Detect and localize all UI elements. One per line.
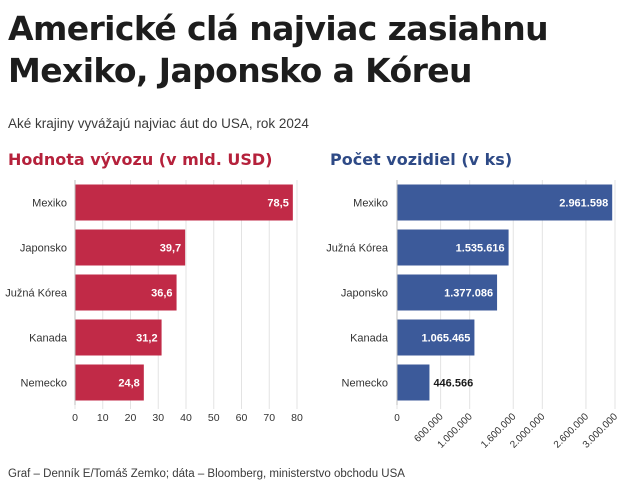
count-data-label: 446.566 <box>433 378 473 390</box>
count-bar <box>397 319 475 356</box>
count-data-label: 1.065.465 <box>421 333 470 345</box>
count-category-label: Mexiko <box>353 198 388 210</box>
count-data-label: 1.535.616 <box>456 243 505 255</box>
count-data-label: 1.377.086 <box>444 288 493 300</box>
value-data-label: 36,6 <box>151 288 172 300</box>
value-bar <box>75 364 144 401</box>
count-bar <box>397 274 498 311</box>
value-bar <box>75 274 177 311</box>
count-data-label: 2.961.598 <box>559 198 608 210</box>
value-tick-label: 80 <box>291 412 303 424</box>
value-bar <box>75 319 162 356</box>
vehicle-count-panel-title: Počet vozidiel (v ks) <box>330 150 513 169</box>
value-tick-label: 20 <box>125 412 137 424</box>
value-data-label: 31,2 <box>136 333 157 345</box>
count-category-label: Južná Kórea <box>326 243 389 255</box>
value-category-label: Mexiko <box>32 198 67 210</box>
count-category-label: Kanada <box>350 333 389 345</box>
value-tick-label: 40 <box>180 412 192 424</box>
source-note: Graf – Denník E/Tomáš Zemko; dáta – Bloo… <box>8 468 405 480</box>
value-category-label: Južná Kórea <box>5 288 68 300</box>
value-tick-label: 60 <box>236 412 248 424</box>
value-data-label: 24,8 <box>118 378 139 390</box>
value-tick-label: 0 <box>72 412 78 424</box>
value-data-label: 39,7 <box>160 243 181 255</box>
value-bar <box>75 184 293 221</box>
count-bar <box>397 229 509 266</box>
count-bar <box>397 184 613 221</box>
value-tick-label: 70 <box>263 412 275 424</box>
chart-title: Americké clá najviac zasiahnu Mexiko, Ja… <box>8 9 549 90</box>
value-category-label: Kanada <box>29 333 68 345</box>
export-value-panel-title: Hodnota vývozu (v mld. USD) <box>8 150 273 169</box>
value-category-label: Nemecko <box>21 378 67 390</box>
value-data-label: 78,5 <box>267 198 288 210</box>
count-category-label: Japonsko <box>341 288 388 300</box>
count-tick-label: 0 <box>394 413 400 424</box>
value-tick-label: 50 <box>208 412 220 424</box>
value-tick-label: 10 <box>97 412 109 424</box>
value-tick-label: 30 <box>152 412 164 424</box>
value-category-label: Japonsko <box>20 243 67 255</box>
value-bar <box>75 229 186 266</box>
chart-subtitle: Aké krajiny vyvážajú najviac áut do USA,… <box>8 116 309 131</box>
count-bar <box>397 364 430 401</box>
count-category-label: Nemecko <box>342 378 388 390</box>
